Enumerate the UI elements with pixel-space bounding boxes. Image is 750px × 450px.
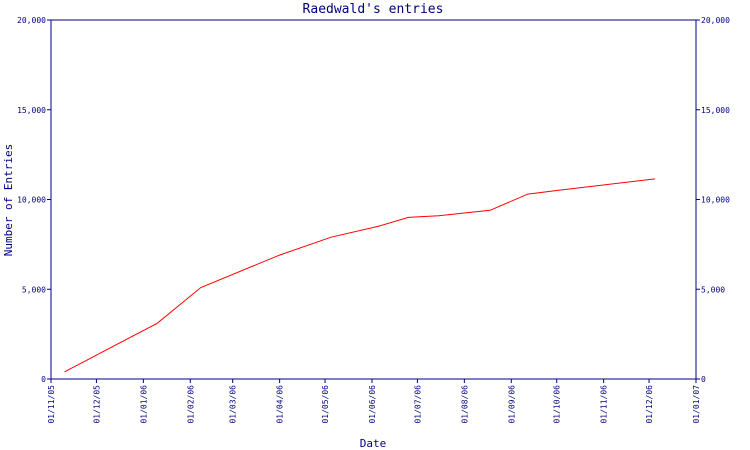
x-tick-label: 01/02/06 — [186, 385, 195, 424]
y-tick-label-left: 15,000 — [17, 106, 46, 115]
x-tick-label: 01/12/06 — [645, 385, 654, 424]
x-tick-label: 01/09/06 — [507, 385, 516, 424]
x-tick-label: 01/01/07 — [692, 385, 701, 424]
y-tick-label-right: 10,000 — [701, 196, 730, 205]
x-tick-label: 01/11/05 — [47, 385, 56, 424]
y-tick-label-left: 20,000 — [17, 16, 46, 25]
y-tick-label-right: 15,000 — [701, 106, 730, 115]
x-tick-label: 01/08/06 — [460, 385, 469, 424]
x-tick-label: 01/10/06 — [553, 385, 562, 424]
y-tick-label-right: 5,000 — [701, 285, 725, 294]
x-tick-label: 01/12/05 — [92, 385, 101, 424]
y-ticks-left: 0 5,000 10,000 15,000 20,000 — [17, 16, 51, 384]
y-tick-label-right: 0 — [701, 375, 706, 384]
x-tick-label: 01/05/06 — [321, 385, 330, 424]
x-tick-label: 01/01/06 — [139, 385, 148, 424]
axes — [50, 19, 697, 380]
x-axis-label: Date — [360, 437, 387, 450]
y-tick-label-right: 20,000 — [701, 16, 730, 25]
x-tick-label: 01/03/06 — [229, 385, 238, 424]
y-tick-label-left: 10,000 — [17, 196, 46, 205]
x-tick-label: 01/11/06 — [600, 385, 609, 424]
x-tick-label: 01/07/06 — [413, 385, 422, 424]
series — [64, 178, 656, 373]
y-tick-label-left: 5,000 — [22, 285, 46, 294]
x-tick-label: 01/04/06 — [276, 385, 285, 424]
y-tick-label-left: 0 — [41, 375, 46, 384]
series-line — [64, 178, 656, 373]
y-ticks-right: 0 5,000 10,000 15,000 20,000 — [696, 16, 730, 384]
y-axis-label: Number of Entries — [2, 144, 15, 257]
chart-title: Raedwald's entries — [303, 2, 444, 17]
x-ticks: 01/11/05 01/12/05 01/01/06 01/02/06 01/03/06… — [47, 379, 701, 424]
x-tick-label: 01/06/06 — [368, 385, 377, 424]
